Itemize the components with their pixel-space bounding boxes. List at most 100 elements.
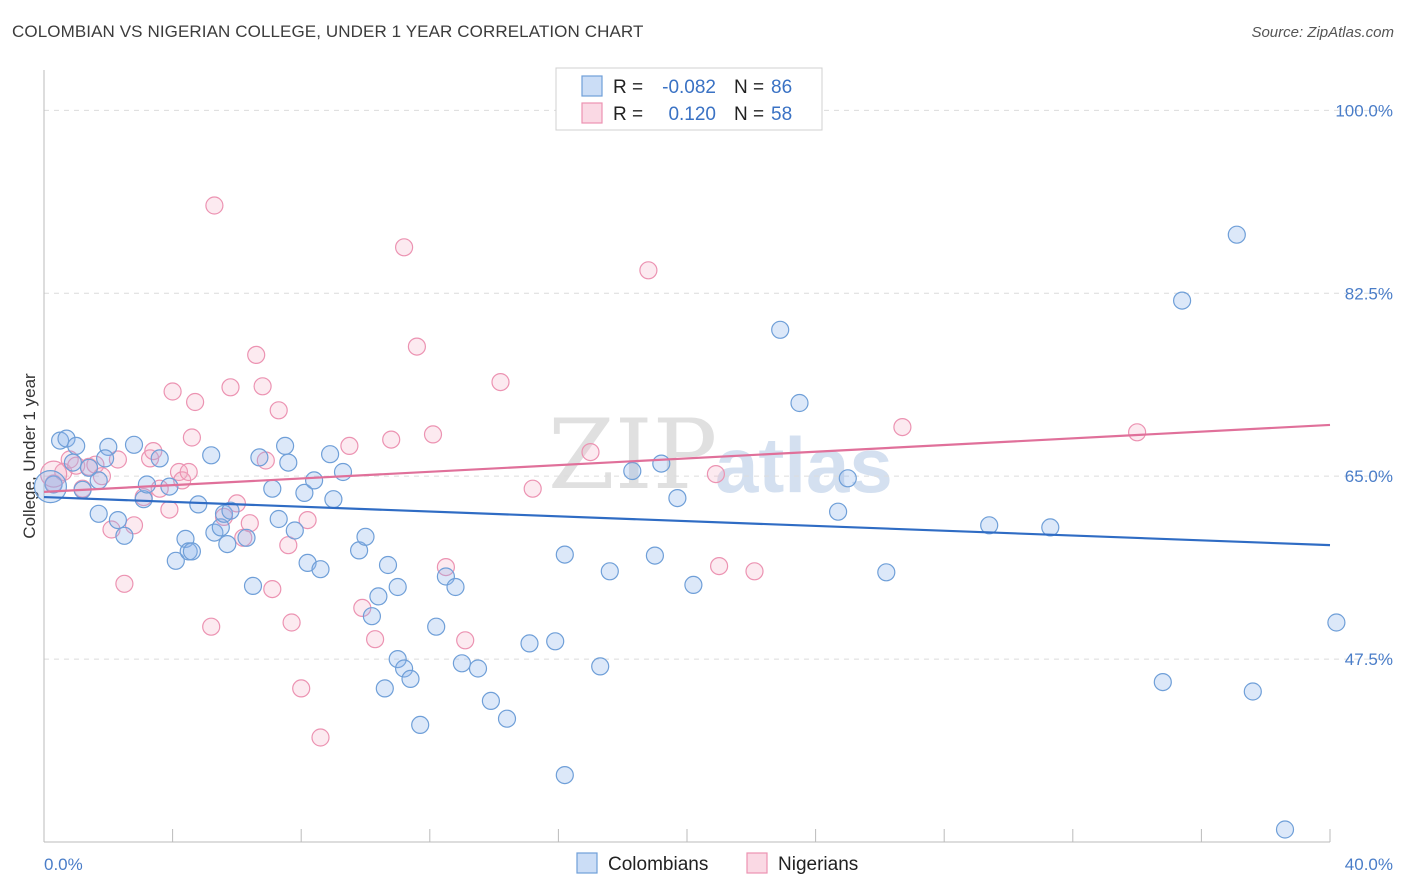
colombians-trend-line [43,495,1331,547]
watermark-atlas: atlas [715,421,893,509]
watermark: ZIP atlas [548,399,893,511]
gridlines [44,109,1394,660]
colombians-point-58 [452,654,471,673]
y-tick-label-0: 47.5% [1345,650,1393,669]
nigerians-point-43 [382,430,401,449]
y-tick-labels: 47.5% 65.0% 82.5% 100.0% [1335,101,1393,669]
legend-n-label-1: N = [734,77,764,98]
y-tick-label-1: 65.0% [1345,467,1393,486]
nigerians-point-21 [182,428,201,447]
x-tick-label-max: 40.0% [1345,855,1393,874]
nigerians-point-40 [340,436,359,455]
nigerians-point-36 [282,613,301,632]
colombians-point-0 [44,475,63,494]
nigerians-point-29 [240,514,259,533]
correlation-legend: R = -0.082 N = 86 R = 0.120 N = 58 [555,67,823,131]
bottom-legend-nigerians: Nigerians [778,854,858,875]
colombians-point-85 [828,502,848,521]
x-axis-ticks [172,829,1331,842]
colombians-point-32 [263,479,282,498]
nigerians-points [40,196,1147,747]
colombians-point-34 [276,436,295,455]
colombians-point-57 [446,577,465,597]
nigerians-point-38 [298,510,317,530]
colombians-point-13 [134,490,153,509]
colombians-point-68 [623,461,642,481]
nigerians-point-56 [1127,423,1147,442]
colombians-point-84 [1153,672,1172,692]
colombians-point-1 [50,431,70,450]
colombians-point-30 [243,576,263,596]
nigerians-point-23 [202,617,221,636]
colombians-point-8 [89,471,108,490]
colombians-point-22 [189,495,208,514]
colombians-point-31 [250,448,269,467]
colombians-points [33,225,1346,839]
colombians-point-62 [520,634,539,653]
colombians-point-76 [877,563,896,582]
colombians-point-23 [202,446,221,465]
colombians-point-35 [279,453,298,472]
colombians-point-2 [57,429,76,448]
bottom-legend-swatch-colombians [576,852,598,874]
colombians-point-55 [427,617,446,636]
nigerians-point-14 [144,442,163,461]
nigerians-point-48 [456,631,475,650]
colombians-point-7 [99,437,118,456]
nigerians-point-44 [395,238,414,257]
legend-r-value-2: 0.120 [668,104,716,125]
nigerians-point-54 [745,562,764,581]
nigerians-point-45 [407,337,426,356]
nigerians-point-42 [366,630,385,649]
colombians-point-25 [211,518,230,537]
colombians-point-3 [67,436,86,455]
nigerians-point-22 [186,392,205,412]
colombians-point-51 [388,649,407,669]
nigerians-point-16 [160,500,179,519]
nigerians-point-20 [179,462,198,482]
colombians-point-70 [652,454,671,473]
colombians-point-42 [324,490,343,509]
nigerians-point-33 [263,579,282,599]
colombians-point-14 [124,435,144,454]
colombians-point-72 [684,575,703,595]
nigerians-point-37 [292,679,311,698]
bottom-legend-colombians: Colombians [608,854,708,875]
nigerians-point-46 [423,425,443,444]
y-axis-label: College, Under 1 year [20,373,39,539]
colombians-point-37 [295,483,314,502]
colombians-point-21 [182,542,201,561]
colombians-point-40 [311,560,330,579]
colombians-point-49 [388,577,407,597]
bottom-legend-swatch-nigerians [746,852,768,874]
colombians-point-43 [333,462,353,482]
nigerians-point-51 [581,443,600,462]
colombians-point-6 [63,453,83,472]
colombians-point-74 [790,393,809,413]
colombians-point-54 [411,715,430,735]
colombians-point-71 [668,489,687,508]
colombians-point-77 [980,516,999,535]
colombians-point-10 [89,504,108,523]
colombians-point-63 [546,632,565,651]
colombians-point-45 [356,527,375,546]
legend-box [555,67,823,131]
colombians-point-83 [1327,613,1346,632]
colombians-point-81 [1243,682,1262,701]
colombians-point-9 [95,449,115,468]
colombians-point-46 [362,607,381,626]
colombians-point-52 [395,659,414,678]
legend-n-value-1: 86 [771,77,792,98]
legend-r-value-1: -0.082 [662,77,716,98]
colombians-point-79 [1172,291,1192,310]
colombians-point-65 [555,765,574,785]
nigerians-point-34 [269,401,288,420]
nigerians-point-30 [247,345,266,364]
nigerians-point-10 [115,574,134,593]
nigerians-point-9 [108,450,128,469]
nigerians-point-49 [491,373,510,392]
colombians-point-60 [481,691,500,711]
colombians-point-78 [1041,518,1060,537]
colombians-point-47 [369,587,388,606]
colombians-point-11 [108,510,128,530]
